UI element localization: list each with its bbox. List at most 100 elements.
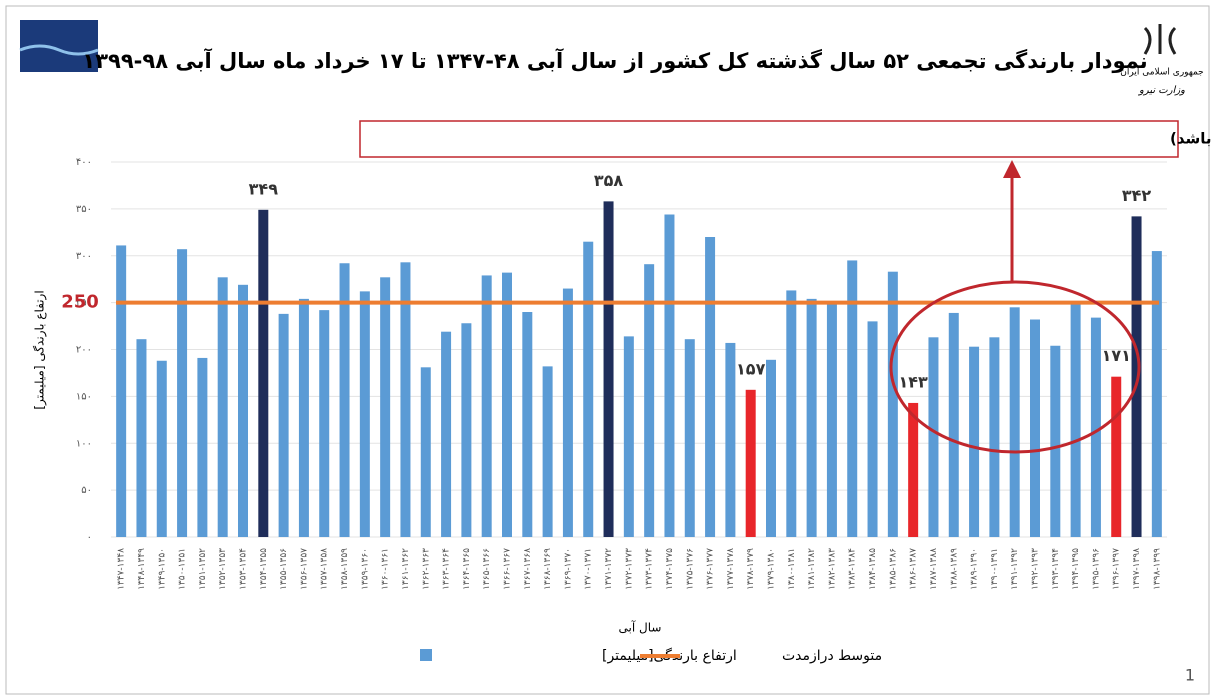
y-tick-label: ۴۰۰ [76, 157, 92, 168]
x-tick-label: ۱۳۶۷-۱۳۶۸ [523, 548, 533, 590]
bar [887, 271, 898, 537]
bar [562, 288, 573, 537]
x-tick-label: ۱۳۹۳-۱۳۹۴ [1051, 548, 1061, 590]
bar [258, 209, 269, 537]
bar [359, 291, 370, 537]
x-tick-label: ۱۳۴۷-۱۳۴۸ [117, 548, 127, 590]
bar [319, 310, 330, 537]
arrow-head [1003, 160, 1021, 178]
x-tick-label: ۱۳۹۸-۱۳۹۹ [1152, 548, 1162, 590]
bar [177, 249, 188, 537]
bar [1131, 216, 1142, 537]
bar [420, 367, 431, 537]
x-axis-label: سال آبی [619, 620, 662, 635]
x-tick-label: ۱۳۵۲-۱۳۵۳ [218, 548, 228, 590]
x-tick-label: ۱۳۸۶-۱۳۸۷ [909, 548, 919, 590]
x-tick-label: ۱۳۸۹-۱۳۹۰ [970, 548, 980, 590]
x-tick-label: ۱۳۹۱-۱۳۹۲ [1010, 548, 1020, 590]
x-tick-label: ۱۳۸۵-۱۳۸۶ [888, 548, 898, 590]
y-axis-label: ارتفاع بارندگی [میلیمتر] [33, 290, 48, 409]
x-tick-label: ۱۳۷۶-۱۳۷۷ [706, 548, 716, 590]
bar [238, 284, 248, 537]
x-tick-label: ۱۳۶۱-۱۳۶۲ [401, 548, 411, 590]
bar [948, 312, 959, 537]
y-tick-label: ۲۵۰ [76, 298, 92, 309]
bar [1030, 319, 1040, 537]
x-tick-label: ۱۳۵۸-۱۳۵۹ [340, 548, 350, 590]
bar [603, 201, 614, 537]
x-tick-label: ۱۳۷۹-۱۳۸۰ [767, 548, 777, 590]
bar [867, 321, 878, 537]
highlight-ellipse [889, 280, 1141, 454]
x-tick-label: ۱۳۴۸-۱۳۴۹ [137, 548, 147, 590]
bar [441, 331, 452, 537]
data-label: ۱۷۱ [1102, 346, 1131, 365]
bar [278, 313, 289, 537]
x-tick-label: ۱۳۶۸-۱۳۶۹ [543, 548, 553, 590]
right-logo [1143, 24, 1177, 55]
bar [298, 298, 309, 537]
bar [847, 260, 858, 537]
x-tick-label: ۱۳۵۱-۱۳۵۲ [198, 548, 208, 590]
x-tick-label: ۱۳۸۰-۱۳۸۱ [787, 548, 797, 590]
bar [197, 357, 208, 537]
x-tick-label: ۱۳۶۵-۱۳۶۶ [482, 548, 492, 590]
bar [989, 337, 1000, 537]
x-tick-label: ۱۳۵۰-۱۳۵۱ [178, 548, 188, 590]
bar [1151, 251, 1162, 537]
x-tick-label: ۱۳۵۷-۱۳۵۸ [320, 548, 330, 590]
data-label: ۳۴۲ [1122, 186, 1152, 205]
x-tick-label: ۱۳۷۵-۱۳۷۶ [685, 548, 695, 590]
data-label: ۳۴۹ [249, 179, 279, 198]
logo-wave [19, 44, 99, 56]
bar [1111, 376, 1122, 537]
x-tick-label: ۱۳۸۷-۱۳۸۸ [929, 548, 939, 590]
data-label: ۱۵۷ [736, 359, 766, 378]
bar [806, 298, 817, 537]
x-tick-label: ۱۳۸۱-۱۳۸۲ [807, 548, 817, 590]
y-tick-label: ۱۵۰ [76, 391, 92, 402]
bar [745, 389, 756, 537]
x-tick-label: ۱۳۹۷-۱۳۹۸ [1132, 548, 1142, 590]
x-tick-label: ۱۳۷۰-۱۳۷۱ [584, 548, 594, 590]
x-tick-label: ۱۳۹۰-۱۳۹۱ [990, 548, 1000, 590]
x-tick-label: ۱۳۶۲-۱۳۶۳ [421, 548, 431, 590]
y-tick-label: ۵۰ [81, 485, 92, 496]
x-tick-label: ۱۳۵۵-۱۳۵۶ [279, 548, 289, 590]
x-tick-label: ۱۳۶۳-۱۳۶۴ [442, 548, 452, 590]
bar [1050, 345, 1061, 537]
x-tick-label: ۱۳۷۴-۱۳۷۵ [665, 548, 675, 590]
bar [623, 336, 634, 537]
x-tick-label: ۱۳۵۶-۱۳۵۷ [299, 548, 309, 590]
bar [583, 241, 594, 537]
x-tick-label: ۱۳۷۸-۱۳۷۹ [746, 548, 756, 590]
x-tick-label: ۱۳۵۴-۱۳۵۵ [259, 548, 269, 590]
y-tick-label: ۳۵۰ [76, 204, 92, 215]
x-tick-label: ۱۳۸۳-۱۳۸۴ [848, 548, 858, 590]
bar [786, 290, 797, 537]
y-tick-label: ۳۰۰ [76, 251, 92, 262]
legend-label: متوسط درازمدت [782, 648, 882, 664]
bar [542, 366, 553, 537]
x-tick-label: ۱۳۸۸-۱۳۸۹ [949, 548, 959, 590]
bar [217, 277, 228, 537]
bar [1090, 317, 1101, 537]
x-tick-label: ۱۳۵۹-۱۳۶۰ [360, 548, 370, 590]
bar [502, 272, 512, 537]
x-tick-label: ۱۳۶۰-۱۳۶۱ [381, 548, 391, 590]
bar [400, 262, 411, 537]
data-label: ۳۵۸ [594, 171, 624, 190]
page-number: 1 [1185, 666, 1195, 685]
bar [461, 323, 472, 537]
bar [908, 402, 919, 537]
bar [684, 339, 695, 537]
x-tick-label: ۱۳۷۲-۱۳۷۳ [624, 548, 634, 590]
logo-text: وزارت نیرو [1137, 85, 1185, 96]
x-tick-label: ۱۳۷۳-۱۳۷۴ [645, 548, 655, 590]
x-tick-label: ۱۳۶۶-۱۳۶۷ [503, 548, 513, 590]
bar [1070, 302, 1081, 537]
bar [1009, 307, 1020, 537]
bar [136, 339, 147, 537]
x-tick-label: ۱۳۹۴-۱۳۹۵ [1071, 548, 1081, 590]
x-tick-label: ۱۳۹۵-۱۳۹۶ [1091, 548, 1101, 590]
